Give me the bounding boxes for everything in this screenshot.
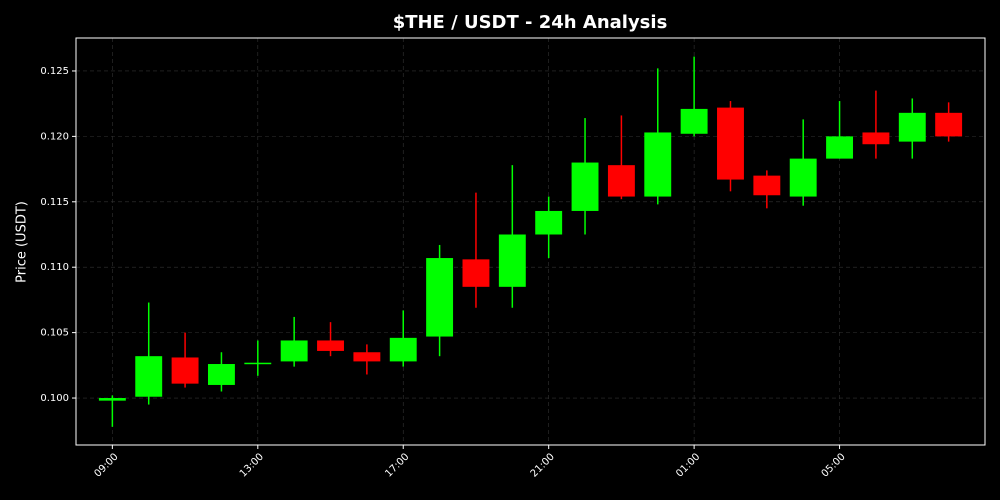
candle-body [717, 107, 744, 180]
candle-body [462, 259, 490, 287]
candle-body [353, 352, 381, 362]
y-tick-label: 0.125 [40, 66, 69, 77]
candle-body [644, 132, 672, 197]
candle-body [498, 234, 526, 287]
chart-title: $THE / USDT - 24h Analysis [393, 12, 668, 33]
candle-body [171, 357, 199, 384]
candle-body [280, 340, 308, 362]
candle-body [571, 162, 599, 211]
y-tick-label: 0.115 [40, 197, 69, 208]
candle-body [426, 258, 454, 337]
candle-body [244, 362, 272, 365]
y-tick-label: 0.105 [40, 328, 69, 339]
candle-body [935, 112, 963, 137]
candle-body [753, 175, 781, 196]
candle-body [826, 136, 854, 159]
candle-body [135, 356, 163, 397]
candle-body [207, 364, 235, 385]
candle-body [607, 165, 635, 197]
candle-body [535, 210, 563, 235]
candle-body [680, 108, 708, 134]
candle-body [98, 398, 126, 401]
y-axis-label: Price (USDT) [15, 201, 30, 283]
candle-body [389, 337, 417, 362]
y-tick-label: 0.120 [40, 131, 69, 142]
candle-body [317, 340, 344, 351]
plot-frame [75, 37, 986, 446]
candle-body [789, 158, 817, 197]
y-tick-label: 0.110 [40, 262, 69, 273]
candle-body [862, 132, 890, 145]
y-tick-label: 0.100 [40, 393, 69, 404]
candle-body [898, 112, 926, 142]
